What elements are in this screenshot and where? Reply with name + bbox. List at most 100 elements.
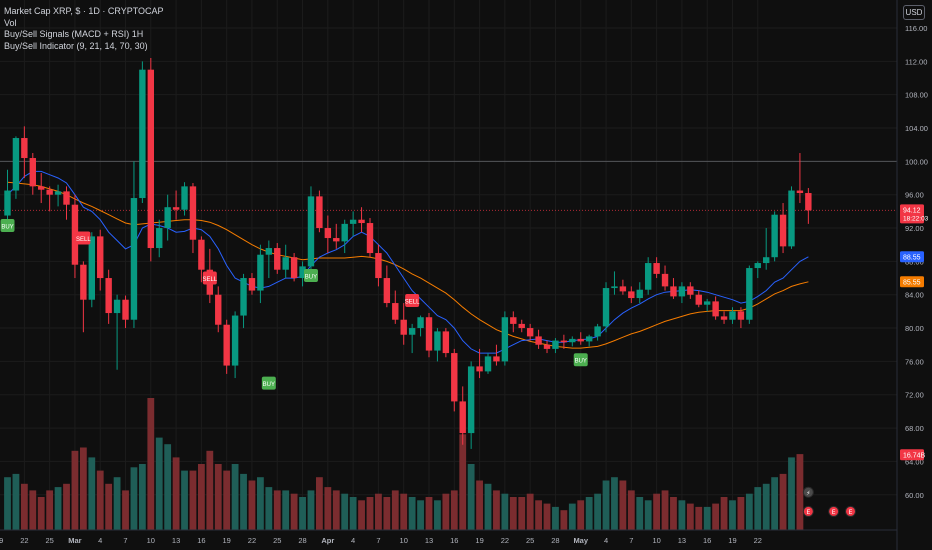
candle-body[interactable]: [46, 189, 53, 195]
event-icon[interactable]: [802, 505, 814, 517]
event-icon[interactable]: [828, 505, 840, 517]
candle-body[interactable]: [198, 239, 205, 270]
candle-body[interactable]: [189, 186, 197, 240]
candle-body[interactable]: [451, 353, 458, 402]
candle-body[interactable]: [181, 186, 188, 210]
buy-signal-badge[interactable]: [0, 219, 15, 233]
candle-body[interactable]: [501, 317, 509, 362]
sell-signal-badge[interactable]: [202, 271, 217, 285]
candle-body[interactable]: [493, 356, 500, 362]
candle-body[interactable]: [712, 301, 719, 317]
candle-body[interactable]: [552, 340, 559, 349]
candle-body[interactable]: [476, 366, 483, 372]
candle-body[interactable]: [21, 138, 28, 159]
candle-body[interactable]: [788, 190, 795, 247]
volume-legend[interactable]: Vol: [4, 17, 17, 28]
candle-body[interactable]: [619, 286, 627, 292]
candle-body[interactable]: [636, 289, 643, 299]
candle-body[interactable]: [156, 228, 163, 249]
candle-body[interactable]: [594, 326, 601, 337]
candle-body[interactable]: [737, 311, 745, 320]
event-icon[interactable]: [845, 505, 856, 517]
candle-body[interactable]: [307, 196, 315, 267]
candle-body[interactable]: [746, 268, 753, 320]
candle-body[interactable]: [4, 190, 11, 216]
candle-body[interactable]: [375, 253, 382, 279]
candle-body[interactable]: [38, 186, 45, 190]
candle-body[interactable]: [392, 303, 399, 320]
candle-body[interactable]: [316, 196, 323, 229]
candle-body[interactable]: [172, 207, 180, 210]
candle-body[interactable]: [585, 336, 593, 342]
candle-body[interactable]: [779, 214, 787, 247]
candle-body[interactable]: [105, 278, 112, 314]
candle-body[interactable]: [12, 138, 20, 191]
candle-body[interactable]: [248, 278, 256, 291]
buy-signal-badge[interactable]: [261, 376, 276, 390]
candle-body[interactable]: [63, 191, 70, 205]
candle-body[interactable]: [459, 401, 466, 434]
candle-body[interactable]: [122, 299, 129, 320]
candle-body[interactable]: [644, 263, 652, 290]
candle-body[interactable]: [510, 317, 517, 324]
candle-body[interactable]: [383, 278, 391, 304]
candle-body[interactable]: [333, 238, 340, 242]
candle-body[interactable]: [164, 207, 171, 229]
candle-body[interactable]: [265, 248, 273, 255]
candle-body[interactable]: [324, 228, 332, 239]
buy-signal-badge[interactable]: [303, 269, 318, 283]
candle-body[interactable]: [763, 257, 770, 264]
candle-body[interactable]: [611, 286, 618, 289]
candle-body[interactable]: [97, 236, 104, 279]
candle-body[interactable]: [535, 336, 542, 345]
candle-body[interactable]: [408, 328, 416, 335]
candle-body[interactable]: [729, 311, 736, 320]
candle-body[interactable]: [147, 69, 155, 249]
candle-body[interactable]: [425, 317, 433, 351]
candle-body[interactable]: [54, 191, 62, 195]
candle-body[interactable]: [602, 288, 610, 327]
candle-body[interactable]: [400, 319, 407, 335]
candle-body[interactable]: [518, 323, 525, 329]
candle-body[interactable]: [543, 344, 551, 349]
event-icon[interactable]: [802, 486, 814, 498]
candle-body[interactable]: [139, 69, 146, 199]
candle-body[interactable]: [661, 273, 669, 287]
candle-body[interactable]: [467, 366, 475, 434]
candle-body[interactable]: [88, 236, 95, 300]
candle-body[interactable]: [678, 286, 686, 297]
candle-body[interactable]: [670, 286, 677, 297]
candle-body[interactable]: [257, 254, 264, 291]
candle-body[interactable]: [417, 317, 424, 329]
buy-signal-badge[interactable]: [573, 353, 588, 367]
candle-body[interactable]: [240, 278, 247, 316]
candle-body[interactable]: [80, 264, 87, 300]
candle-body[interactable]: [282, 257, 289, 270]
candle-body[interactable]: [569, 338, 576, 343]
signals-indicator-legend[interactable]: Buy/Sell Signals (MACD + RSI) 1H: [4, 29, 144, 39]
candle-body[interactable]: [349, 219, 357, 224]
candle-body[interactable]: [526, 328, 534, 337]
candle-body[interactable]: [223, 324, 230, 366]
candle-body[interactable]: [130, 198, 138, 320]
candle-body[interactable]: [442, 331, 450, 354]
candle-body[interactable]: [366, 223, 374, 254]
sell-signal-badge[interactable]: [76, 231, 91, 245]
candle-body[interactable]: [341, 223, 348, 242]
candle-body[interactable]: [560, 340, 568, 343]
candle-body[interactable]: [215, 294, 222, 325]
candle-body[interactable]: [653, 263, 660, 274]
candle-body[interactable]: [771, 214, 778, 258]
candle-body[interactable]: [577, 338, 584, 342]
candle-body[interactable]: [754, 263, 761, 269]
candle-body[interactable]: [274, 248, 281, 270]
candle-body[interactable]: [299, 266, 306, 279]
currency-button[interactable]: USD: [903, 5, 925, 20]
candle-body[interactable]: [628, 291, 635, 299]
candle-body[interactable]: [695, 294, 702, 305]
candle-body[interactable]: [71, 204, 79, 265]
symbol-title[interactable]: Market Cap XRP, $ · 1D · CRYPTOCAP: [4, 6, 164, 16]
candle-body[interactable]: [29, 158, 36, 187]
